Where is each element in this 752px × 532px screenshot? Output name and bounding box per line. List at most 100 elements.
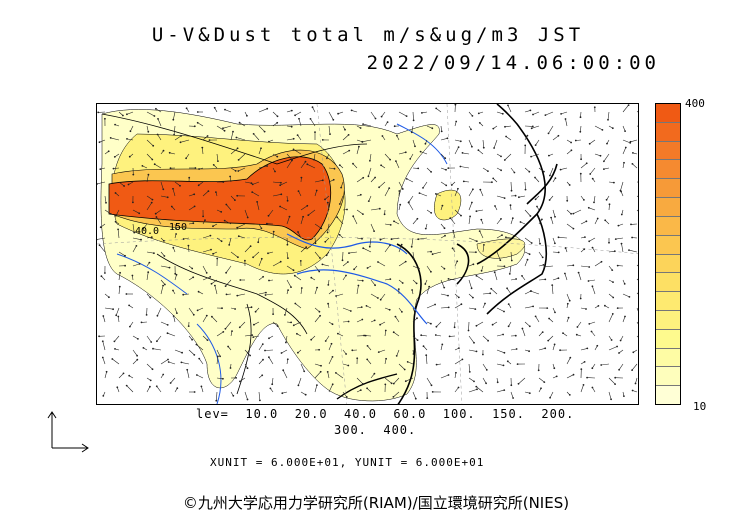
wind-arrow-head [157, 118, 159, 120]
wind-arrow-head [434, 334, 437, 336]
wind-arrow [411, 125, 414, 133]
wind-arrow-head [237, 159, 240, 161]
wind-arrow-head [193, 391, 196, 393]
wind-arrow [99, 139, 106, 143]
wind-arrow-head [500, 169, 502, 172]
wind-arrow-head [524, 188, 527, 191]
wind-arrow-head [345, 274, 347, 277]
wind-arrow [632, 163, 638, 169]
wind-arrow-head [332, 118, 335, 121]
wind-arrow [545, 111, 554, 116]
wind-arrow [524, 321, 531, 327]
wind-arrow-head [136, 358, 139, 361]
wind-arrow [102, 341, 106, 351]
wind-arrow-head [613, 250, 616, 253]
wind-arrow-head [249, 245, 252, 248]
wind-arrow-head [310, 338, 313, 341]
wind-arrow-head [608, 241, 610, 244]
wind-arrow-head [191, 338, 193, 341]
wind-arrow-head [368, 245, 371, 248]
wind-arrow [468, 335, 475, 343]
wind-arrow [328, 384, 333, 393]
wind-arrow [551, 285, 554, 295]
wind-arrow-head [403, 368, 406, 371]
wind-arrow [252, 181, 260, 185]
wind-arrow [412, 218, 418, 225]
wind-arrow [132, 263, 140, 267]
wind-arrow-head [410, 131, 413, 134]
wind-arrow-head [250, 306, 253, 309]
wind-arrow-head [374, 284, 376, 287]
wind-arrow [622, 316, 626, 323]
wind-arrow-head [503, 265, 506, 268]
wind-arrow-head [562, 332, 564, 334]
wind-arrow [294, 275, 302, 281]
wind-arrow [494, 272, 498, 281]
wind-arrow-head [412, 119, 415, 122]
wind-arrow-head [254, 310, 257, 313]
wind-arrow [173, 111, 176, 120]
wind-arrow-head [209, 234, 212, 237]
wind-arrow [118, 181, 125, 187]
wind-arrow-head [388, 187, 391, 189]
wind-arrow-head [575, 333, 578, 336]
wind-arrow-head [292, 269, 295, 272]
wind-arrow-head [588, 240, 591, 243]
wind-arrow-head [117, 315, 120, 318]
wind-arrow-head [119, 271, 121, 274]
wind-arrow-head [628, 249, 630, 252]
wind-arrow [97, 237, 106, 240]
wind-arrow-head [206, 339, 209, 341]
wind-arrow-head [150, 341, 153, 343]
wind-arrow-head [591, 386, 594, 389]
wind-arrow-head [400, 243, 403, 246]
wind-arrow [99, 245, 106, 253]
wind-arrow-head [186, 368, 189, 371]
wind-arrow-head [544, 347, 547, 350]
wind-arrow [183, 237, 190, 240]
wind-arrow-head [145, 314, 148, 316]
wind-arrow-head [574, 139, 577, 142]
wind-arrow-head [452, 230, 455, 232]
wind-arrow-head [470, 287, 473, 290]
colorbar-segment [656, 329, 680, 349]
wind-arrow-head [475, 251, 477, 254]
wind-arrow-head [554, 242, 556, 245]
wind-arrow [594, 261, 602, 267]
wind-arrow [132, 349, 138, 356]
wind-arrow [411, 237, 414, 247]
wind-arrow [294, 111, 302, 116]
wind-arrow-head [250, 182, 253, 185]
wind-arrow [104, 209, 111, 215]
wind-arrow [549, 391, 554, 398]
wind-arrow-head [393, 125, 396, 128]
wind-arrow-head [570, 141, 572, 144]
wind-arrow-head [597, 305, 600, 307]
wind-arrow-head [369, 159, 371, 162]
wind-arrow-head [534, 198, 537, 201]
wind-arrow-head [490, 287, 493, 290]
wind-arrow-head [359, 193, 362, 196]
wind-arrow-head [228, 244, 231, 246]
wind-arrow-head [99, 226, 102, 229]
wind-arrow [622, 139, 631, 144]
wind-arrow-head [399, 203, 402, 206]
wind-arrow-head [263, 130, 266, 133]
wind-arrow-head [453, 326, 456, 329]
wind-arrow-head [141, 165, 144, 167]
wind-arrow [297, 231, 302, 239]
wind-arrow-head [367, 200, 370, 202]
wind-arrow-head [417, 267, 420, 270]
wind-arrow [265, 293, 274, 296]
wind-arrow-head [162, 149, 165, 152]
wind-arrow-head [176, 312, 178, 314]
wind-arrow [314, 251, 321, 259]
wind-arrow-head [362, 213, 364, 215]
wind-arrow [476, 209, 484, 212]
wind-arrow-head [279, 205, 281, 208]
wind-arrow-head [541, 331, 544, 333]
wind-arrow [272, 181, 281, 184]
wind-arrow-head [235, 136, 238, 139]
wind-arrow [490, 288, 498, 295]
wind-arrow-head [138, 212, 141, 215]
